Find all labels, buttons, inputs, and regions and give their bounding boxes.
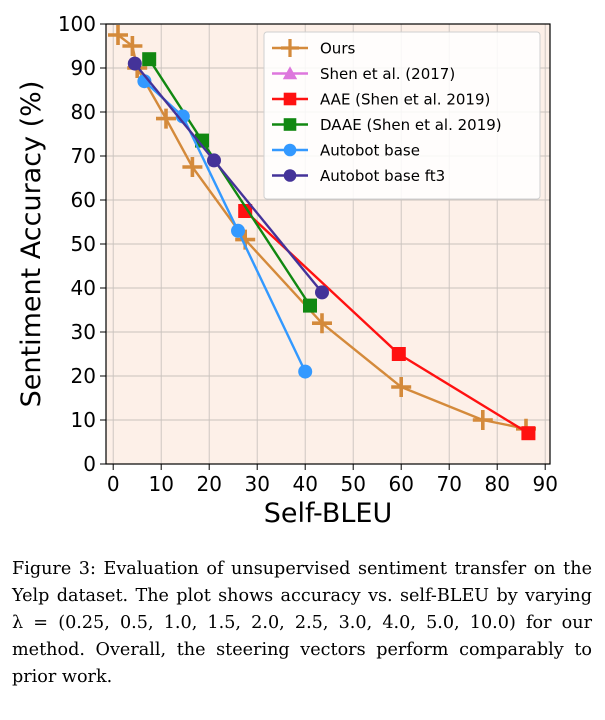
data-point: [231, 223, 245, 238]
data-point: [142, 52, 157, 67]
y-tick-label: 80: [71, 100, 96, 124]
legend-label: AAE (Shen et al. 2019): [320, 91, 490, 109]
legend-label: Autobot base ft3: [320, 167, 445, 185]
y-tick-label: 100: [58, 12, 96, 36]
legend-item: Autobot base ft3: [272, 167, 445, 185]
data-point: [122, 36, 143, 56]
legend-label: Ours: [320, 40, 355, 58]
data-point: [303, 298, 317, 313]
data-point: [175, 109, 190, 124]
y-tick-label: 10: [71, 408, 96, 432]
series-6: [127, 56, 329, 300]
data-point: [195, 133, 209, 148]
data-point: [156, 108, 176, 129]
legend-item: DAAE (Shen et al. 2019): [272, 116, 502, 134]
data-point: [315, 285, 329, 300]
data-point: [182, 157, 203, 177]
x-axis-title: Self-BLEU: [264, 498, 392, 529]
legend: Ours Shen et al. (2017) AAE (Shen et al. 2…: [263, 31, 541, 200]
y-axis-title: Sentiment Accuracy (%): [16, 81, 47, 408]
x-tick-label: 90: [532, 472, 557, 496]
legend-marker: [283, 143, 297, 157]
x-tick-label: 20: [196, 472, 221, 496]
figure-caption: Figure 3: Evaluation of unsupervised sen…: [12, 559, 592, 687]
y-tick-label: 0: [83, 452, 96, 476]
legend-label: Shen et al. (2017): [320, 65, 455, 83]
legend-marker: [283, 118, 297, 131]
legend-marker: [282, 66, 298, 80]
x-tick-label: 0: [107, 472, 120, 496]
legend-item: Shen et al. (2017): [272, 65, 455, 83]
x-tick-label: 60: [388, 472, 413, 496]
series-3: [238, 204, 536, 441]
data-point: [137, 74, 152, 89]
x-tick-label: 40: [292, 472, 317, 496]
x-tick-label: 80: [484, 472, 509, 496]
data-point: [472, 410, 493, 430]
legend-label: Autobot base: [320, 142, 420, 160]
data-point: [127, 56, 142, 71]
data-point: [312, 313, 332, 334]
legend-marker: [283, 92, 297, 106]
legend-marker: [281, 39, 299, 57]
data-point: [207, 153, 221, 168]
legend-box: [263, 31, 541, 200]
series-layer: [108, 25, 536, 441]
y-tick-label: 70: [71, 144, 96, 168]
data-point: [391, 347, 406, 361]
y-tick-label: 20: [71, 364, 96, 388]
y-tick-label: 40: [71, 276, 96, 300]
data-point: [108, 25, 128, 45]
x-tick-label: 70: [436, 472, 461, 496]
x-tick-label: 10: [148, 472, 173, 496]
legend-marker: [283, 169, 297, 182]
data-point: [391, 377, 412, 397]
data-point: [238, 204, 253, 218]
series-4: [142, 52, 317, 313]
data-point: [521, 426, 536, 441]
chart-svg: 0 10 20 30 40 50 60 70 80 90 0 10 20 30 40 50 60 70 80 90 10…: [16, 12, 558, 529]
legend-item: Autobot base: [272, 142, 420, 160]
legend-item: Ours: [272, 39, 355, 58]
legend-item: AAE (Shen et al. 2019): [272, 91, 490, 109]
chart-figure: 0 10 20 30 40 50 60 70 80 90 0 10 20 30 40 50 60 70 80 90 10…: [16, 12, 558, 529]
x-tick-label: 30: [244, 472, 269, 496]
y-tick-label: 60: [71, 188, 96, 212]
y-tick-label: 90: [71, 56, 96, 80]
x-tick-label: 50: [340, 472, 365, 496]
axis-ticks: 0 10 20 30 40 50 60 70 80 90 0 10 20 30 40 50 60 70 80 90 10…: [58, 12, 558, 496]
y-tick-label: 50: [71, 232, 96, 256]
y-tick-label: 30: [71, 320, 96, 344]
data-point: [298, 364, 313, 379]
legend-label: DAAE (Shen et al. 2019): [320, 116, 502, 134]
